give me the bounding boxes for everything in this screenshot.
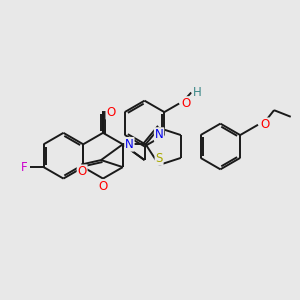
Text: N: N <box>155 128 164 141</box>
Text: O: O <box>181 97 190 110</box>
Text: H: H <box>193 86 201 99</box>
Text: O: O <box>260 118 269 131</box>
Text: F: F <box>21 160 28 174</box>
Text: O: O <box>106 106 116 119</box>
Text: S: S <box>155 152 163 165</box>
Text: O: O <box>77 165 87 178</box>
Text: O: O <box>98 180 108 193</box>
Text: N: N <box>125 138 134 151</box>
